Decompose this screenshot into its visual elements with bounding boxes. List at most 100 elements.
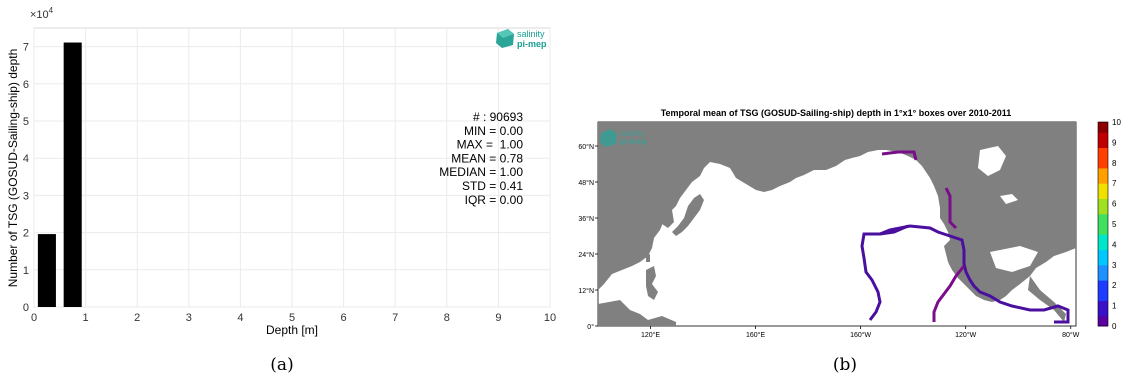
colorbar-tick-label: 0 xyxy=(1112,322,1117,331)
track-depth-1 xyxy=(865,224,1070,324)
central-america xyxy=(1028,276,1066,322)
stat-line: MIN = 0.00 xyxy=(464,124,523,138)
colorbar-segment xyxy=(1098,229,1108,235)
lat-tick-label: 24°N xyxy=(578,251,594,259)
colorbar-segment xyxy=(1098,275,1108,281)
colorbar-segment xyxy=(1098,244,1108,250)
colorbar-segment xyxy=(1098,203,1108,210)
colorbar-segment xyxy=(1098,213,1108,220)
colorbar-segment xyxy=(1098,157,1108,164)
colorbar-segment xyxy=(1098,290,1108,296)
colorbar-segment xyxy=(1098,218,1108,225)
x-tick-label: 3 xyxy=(186,312,192,324)
caption-a: (a) xyxy=(270,355,293,375)
colorbar-segment xyxy=(1098,300,1108,307)
lat-tick-label: 36°N xyxy=(578,215,594,223)
land-korea xyxy=(662,210,674,228)
y-axis-label: Number of TSG (GOSUD-Sailing-ship) depth xyxy=(6,49,20,288)
colorbar-segment xyxy=(1098,137,1108,143)
logo-line2: pi-mep xyxy=(517,39,547,49)
x-axis-label: Depth [m] xyxy=(266,323,318,337)
colorbar-segment xyxy=(1098,142,1108,148)
y-tick-label: 5 xyxy=(23,116,29,128)
land-japan xyxy=(672,194,704,236)
lon-tick-label: 160°E xyxy=(746,331,765,339)
colorbar-segment xyxy=(1098,152,1108,159)
map-logo: salinity pi-mep xyxy=(600,129,646,147)
bars xyxy=(37,42,82,308)
colorbar-segment xyxy=(1098,132,1108,138)
stat-line: MEAN = 0.78 xyxy=(451,151,523,165)
y-tick-label: 0 xyxy=(23,302,29,314)
colorbar-segment xyxy=(1098,173,1108,179)
colorbar-segment xyxy=(1098,208,1108,215)
colorbar-tick-label: 2 xyxy=(1112,281,1117,290)
colorbar-segment xyxy=(1098,122,1108,128)
colorbar-segment xyxy=(1098,162,1108,169)
colorbar-tick-label: 9 xyxy=(1112,138,1117,147)
colorbar-segment xyxy=(1098,280,1108,286)
track-depth-0 xyxy=(881,150,966,322)
colorbar-tick-label: 3 xyxy=(1112,261,1117,270)
grid xyxy=(33,28,551,308)
colorbar-segment xyxy=(1098,147,1108,154)
lat-tick-label: 48°N xyxy=(578,179,594,187)
gulf-of-mexico xyxy=(990,246,1038,272)
hudson-bay xyxy=(978,146,1006,176)
logo-line1: salinity xyxy=(517,29,545,39)
land-taiwan xyxy=(646,254,650,262)
colorbar-segment xyxy=(1098,183,1108,189)
bar xyxy=(37,234,56,307)
map-logo-icon xyxy=(600,129,617,147)
land-indonesia xyxy=(598,300,676,326)
y-multiplier: ×104 xyxy=(30,6,54,21)
colorbar-tick-label: 1 xyxy=(1112,302,1117,311)
great-lakes xyxy=(1000,194,1018,204)
colorbar-segment xyxy=(1098,249,1108,256)
colorbar-tick-label: 5 xyxy=(1112,220,1117,229)
x-tick-label: 2 xyxy=(134,312,140,324)
stat-line: # : 90693 xyxy=(473,110,523,124)
colorbar-tick-label: 4 xyxy=(1112,240,1117,249)
x-tick-label: 0 xyxy=(31,312,37,324)
lon-tick-label: 80°W xyxy=(1062,331,1080,339)
x-tick-label: 6 xyxy=(341,312,347,324)
lon-tick-label: 120°W xyxy=(955,331,976,339)
colorbar-tick-label: 7 xyxy=(1112,179,1117,188)
map-logo-line1: salinity xyxy=(620,129,644,138)
x-tick-label: 7 xyxy=(392,312,398,324)
lat-tick-label: 60°N xyxy=(578,143,594,151)
caption-b: (b) xyxy=(833,355,857,375)
map-title: Temporal mean of TSG (GOSUD-Sailing-ship… xyxy=(661,108,1012,118)
land-philippines xyxy=(646,266,658,300)
colorbar-segment xyxy=(1098,264,1108,271)
colorbar-tick-label: 10 xyxy=(1112,118,1121,127)
colorbar-segment xyxy=(1098,310,1108,317)
colorbar-tick-label: 6 xyxy=(1112,200,1117,209)
lat-tick-label: 0° xyxy=(587,323,594,331)
colorbar-segment xyxy=(1098,178,1108,184)
colorbar-segment xyxy=(1098,305,1108,312)
map-frame: salinity pi-mep xyxy=(597,121,1077,327)
colorbar-frame xyxy=(1097,121,1109,327)
y-tick-label: 3 xyxy=(23,190,29,202)
y-tick-label: 1 xyxy=(23,265,29,277)
ship-tracks xyxy=(860,150,1070,324)
colorbar-segment xyxy=(1098,188,1108,194)
lon-tick-label: 160°W xyxy=(850,331,871,339)
map-logo-line2: pi-mep xyxy=(620,137,646,146)
colorbar-segment xyxy=(1098,224,1108,230)
stat-line: MEDIAN = 1.00 xyxy=(439,165,523,179)
x-tick-label: 4 xyxy=(237,312,243,324)
colorbar-segment xyxy=(1098,198,1108,205)
colorbar: 0 1 2 3 4 5 6 7 8 9 10 xyxy=(1097,118,1121,331)
y-tick-label: 4 xyxy=(23,153,29,165)
y-tick-label: 7 xyxy=(23,42,29,54)
lon-tick-label: 120°E xyxy=(641,331,660,339)
lat-tick-label: 12°N xyxy=(578,287,594,295)
colorbar-segment xyxy=(1098,269,1108,276)
x-ticks: 0 1 2 3 4 5 6 7 8 9 10 xyxy=(31,312,556,324)
colorbar-tick-label: 8 xyxy=(1112,159,1117,168)
stat-line: STD = 0.41 xyxy=(462,179,523,193)
colorbar-segment xyxy=(1098,295,1108,301)
